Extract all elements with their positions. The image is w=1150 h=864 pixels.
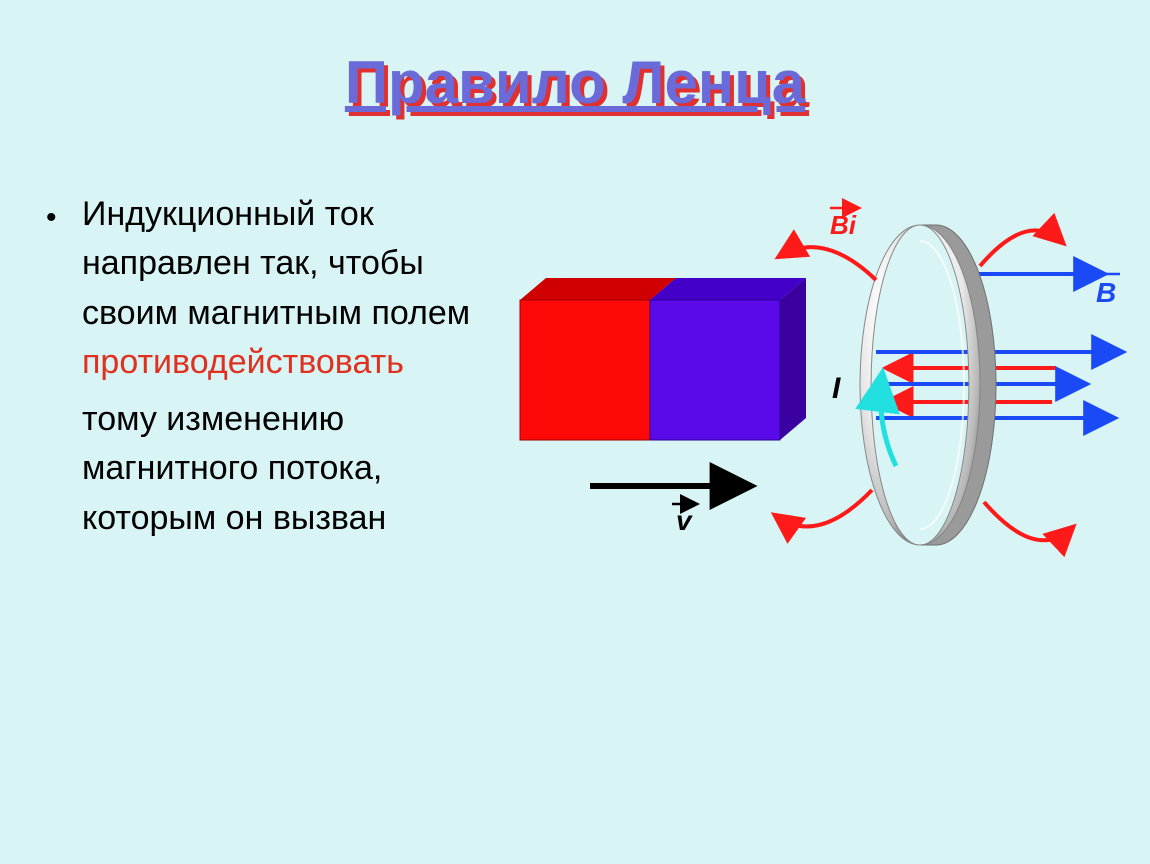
body-line1: Индукционный ток направлен так, чтобы св… xyxy=(82,190,476,338)
label-bi: Bi xyxy=(830,210,857,240)
label-b: B xyxy=(1096,277,1116,308)
title-front: Правило Ленца xyxy=(345,49,805,116)
label-v: v xyxy=(676,505,693,536)
current-arrow xyxy=(881,376,896,466)
body-emph: противодействовать xyxy=(82,338,476,387)
magnet xyxy=(520,278,806,440)
body-line2: тому изменению магнитного потока, которы… xyxy=(82,395,476,543)
bullet-dot: • xyxy=(46,196,57,240)
lenz-diagram: Bi B I v xyxy=(480,170,1150,690)
slide-title: Правило Ленца Правило Ленца xyxy=(0,48,1150,117)
body-text: • Индукционный ток направлен так, чтобы … xyxy=(46,190,476,543)
b-field-arrows xyxy=(876,274,1120,418)
label-i: I xyxy=(832,372,841,405)
